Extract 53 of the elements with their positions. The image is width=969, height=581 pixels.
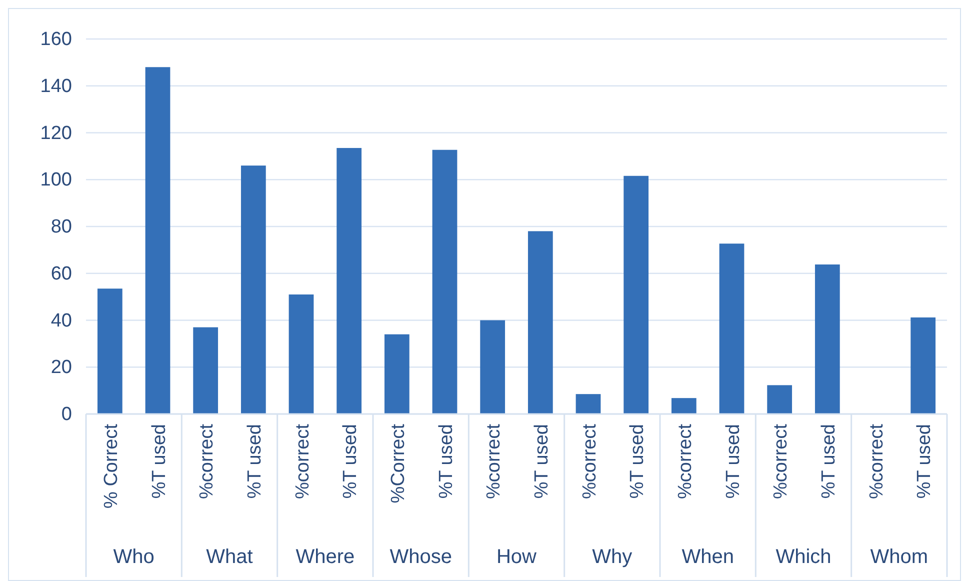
y-tick-label: 40 [50, 310, 72, 332]
x-tick-label: %T used [627, 424, 648, 499]
text: What [206, 546, 254, 568]
y-tick-label: 20 [50, 357, 72, 378]
bar [576, 394, 601, 414]
x-tick-label: %T used [148, 424, 170, 499]
bar [814, 264, 840, 414]
text: Which [776, 546, 832, 568]
bar [97, 288, 122, 414]
x-tick-label: %Correct [388, 423, 409, 504]
bar [528, 231, 553, 414]
x-tick-label: %T used [914, 424, 936, 499]
text: When [682, 546, 734, 568]
bar [384, 334, 410, 414]
text: Why [592, 546, 632, 568]
y-tick-label: 120 [40, 122, 72, 144]
x-tick-label: %T used [531, 424, 552, 499]
bar [719, 244, 744, 414]
bar [336, 148, 362, 414]
y-tick-label: 60 [50, 263, 72, 284]
x-tick-label: %T used [436, 424, 457, 499]
text: Who [113, 546, 154, 568]
x-tick-label: % Correct [100, 423, 122, 508]
bar [480, 320, 506, 414]
bar [767, 385, 792, 414]
y-tick-label: 100 [40, 170, 72, 191]
x-tick-label: %correct [770, 423, 792, 499]
x-tick-label: %T used [244, 424, 266, 499]
y-tick-label: 160 [40, 29, 72, 50]
y-tick-label: 140 [40, 76, 72, 97]
text: Where [296, 546, 355, 568]
text: Whom [870, 546, 928, 568]
y-tick-label: 80 [50, 216, 72, 238]
x-tick-label: %T used [722, 424, 744, 499]
text: Whose [390, 546, 452, 568]
text: How [496, 546, 538, 568]
y-tick-label: 0 [61, 404, 72, 426]
x-tick-label: %correct [579, 423, 600, 499]
bar [193, 327, 218, 414]
bar [432, 150, 458, 414]
x-tick-label: %correct [292, 423, 314, 499]
bar [145, 67, 170, 414]
x-tick-label: %correct [484, 423, 505, 499]
x-tick-label: %T used [818, 424, 840, 499]
x-tick-label: %correct [674, 423, 696, 499]
bar [288, 294, 314, 414]
bar [671, 398, 696, 414]
bar [240, 166, 266, 414]
bar [624, 176, 649, 414]
x-tick-label: %correct [866, 423, 888, 499]
x-tick-label: %T used [340, 424, 362, 499]
bar [910, 317, 936, 414]
x-tick-label: %correct [196, 423, 218, 499]
